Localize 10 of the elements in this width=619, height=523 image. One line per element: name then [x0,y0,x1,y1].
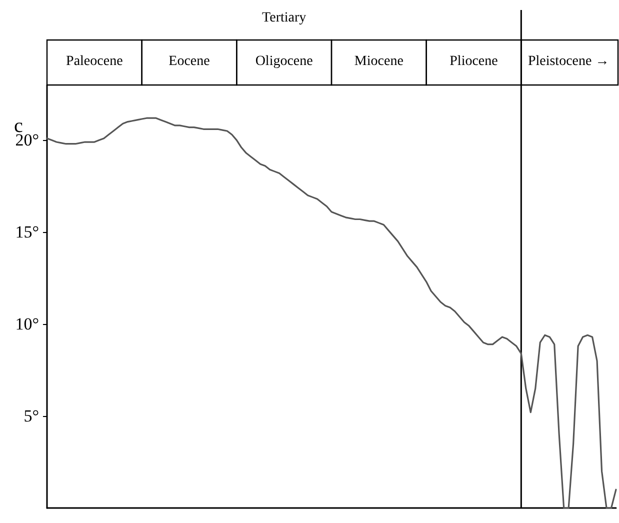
x-tick-label: Pliocene [450,54,498,69]
x-tick-label: Eocene [168,54,210,69]
y-tick-label: 5° [24,406,39,426]
x-tick-label: Paleocene [66,54,123,69]
text: Tertiary [262,10,306,26]
x-tick-label: Oligocene [255,54,313,69]
y-tick-label: 10° [15,314,39,334]
y-tick-label: 15° [15,222,39,242]
x-tick-label: Miocene [354,54,404,69]
x-tick-label: Pleistocene → [528,54,610,69]
